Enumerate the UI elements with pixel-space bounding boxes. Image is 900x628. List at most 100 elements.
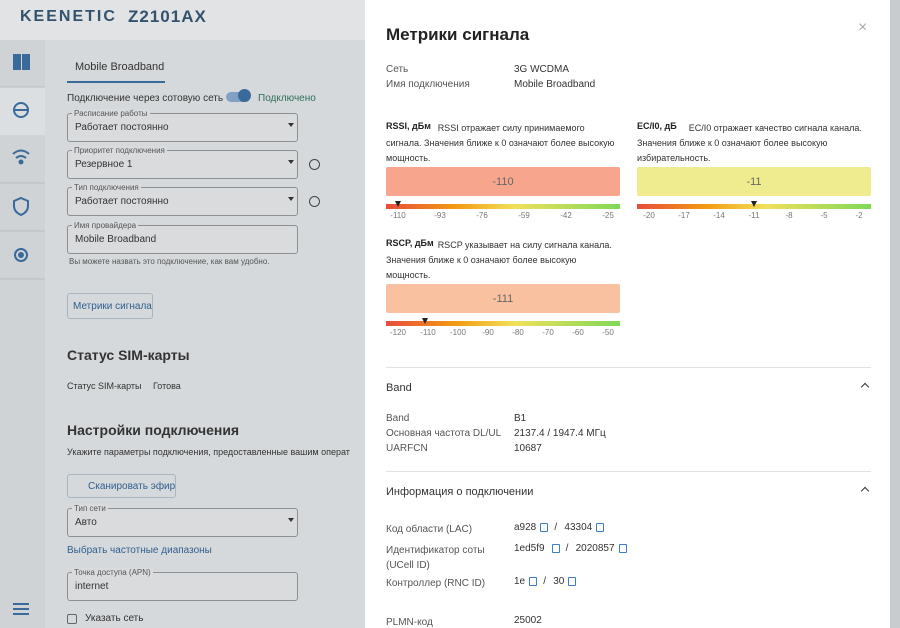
- model: Z2101AX: [128, 7, 207, 26]
- toggle-knob: [238, 89, 251, 102]
- scale-tick: -90: [482, 328, 494, 337]
- metric-name: EC/I0, дБ: [637, 121, 677, 131]
- dashboard-icon[interactable]: [13, 54, 21, 64]
- section-title: Информация о подключении: [386, 486, 534, 498]
- field-value: Авто: [75, 517, 97, 528]
- scan-button[interactable]: Сканировать эфир: [67, 474, 176, 498]
- metric-box: [386, 284, 620, 313]
- field-value: internet: [75, 581, 109, 592]
- signal-panel: Метрики сигнала × Сеть 3G WCDMA Имя подключе…: [365, 0, 890, 628]
- scale-bar: [386, 321, 620, 326]
- scale-tick: -25: [602, 211, 614, 220]
- scale-marker: [751, 201, 757, 207]
- field-value: Работает постоянно: [75, 196, 169, 207]
- scale-tick: -80: [512, 328, 524, 337]
- band-value: 2137.4 / 1947.4 МГц: [514, 428, 606, 439]
- dropdown-arrow: [288, 123, 294, 127]
- metric-box: [637, 167, 871, 196]
- info-value: 3G WCDMA: [514, 64, 569, 75]
- metrics-button[interactable]: Метрики сигнала: [67, 293, 153, 319]
- sidebar: [0, 40, 45, 628]
- field-value: Mobile Broadband: [75, 234, 157, 245]
- copy-icon[interactable]: [618, 544, 627, 553]
- connection-value: 25002: [514, 615, 542, 626]
- scale-bar: [386, 204, 620, 209]
- scale-tick: -100: [449, 328, 466, 337]
- help-icon[interactable]: [309, 159, 320, 170]
- help-icon[interactable]: [309, 196, 320, 207]
- band-label: Band: [386, 413, 410, 424]
- scale-tick: -5: [820, 211, 828, 220]
- section-title: Статус SIM-карты: [67, 347, 190, 363]
- section-title: Band: [386, 382, 412, 394]
- field-label: Тип сети: [72, 504, 108, 513]
- scrollbar: [890, 0, 900, 628]
- settings-icon[interactable]: [14, 248, 28, 262]
- dropdown-arrow: [288, 160, 294, 164]
- scale-tick: -8: [785, 211, 793, 220]
- scale-tick: -11: [748, 211, 760, 220]
- checkbox-label: Указать сеть: [85, 613, 144, 624]
- section-title: Настройки подключения: [67, 422, 240, 438]
- section-hint: Укажите параметры подключения, предостав…: [67, 447, 350, 457]
- bands-link[interactable]: Выбрать частотные диапазоны: [67, 545, 212, 556]
- band-label: UARFCN: [386, 443, 428, 454]
- connection-value: 1e: [514, 576, 526, 587]
- wifi-icon[interactable]: [12, 149, 30, 159]
- toggle-label: Подключение через сотовую сеть: [67, 93, 224, 104]
- field-label: Приоритет подключения: [72, 146, 167, 155]
- collapse-chevron[interactable]: [860, 382, 870, 392]
- sidebar-icons: [0, 54, 45, 615]
- metric-value: -110: [492, 176, 514, 188]
- tab-underline: [67, 81, 165, 83]
- close-button[interactable]: ×: [858, 19, 868, 36]
- info-label: Сеть: [386, 64, 409, 75]
- checkbox[interactable]: [67, 614, 77, 624]
- text-field[interactable]: [67, 113, 298, 142]
- scale-tick: -120: [389, 328, 406, 337]
- connection-value: a928: [514, 522, 537, 533]
- panel-title: Метрики сигнала: [386, 25, 530, 44]
- scale-tick: -93: [434, 211, 446, 220]
- metric-desc: EC/I0 отражает качество сигнала канала. …: [637, 123, 862, 163]
- scale-tick: -59: [518, 211, 530, 220]
- band-value: 10687: [514, 443, 542, 454]
- metric-value: -11: [746, 176, 762, 188]
- scale-tick: -17: [678, 211, 690, 220]
- copy-icon[interactable]: [529, 577, 538, 586]
- field-value: Резервное 1: [75, 159, 133, 170]
- scale-marker: [422, 318, 428, 324]
- collapse-chevron[interactable]: [860, 486, 870, 496]
- copy-icon[interactable]: [540, 523, 549, 532]
- scale-tick: -60: [572, 328, 584, 337]
- brand: KEENETIC: [20, 8, 117, 25]
- connection-label: Контроллер (RNC ID): [386, 578, 486, 589]
- shield-icon[interactable]: [13, 196, 29, 217]
- separator: /: [554, 522, 558, 533]
- metric-name: RSSI, дБм: [386, 121, 431, 131]
- divider: [386, 471, 871, 472]
- tab[interactable]: Mobile Broadband: [75, 61, 165, 73]
- field-label: Расписание работы: [72, 109, 150, 118]
- metric-box: [386, 167, 620, 196]
- field-label: Точка доступа (APN): [72, 568, 153, 577]
- scale-tick: -50: [602, 328, 614, 337]
- sim-label: Статус SIM-карты: [67, 381, 142, 391]
- copy-icon[interactable]: [568, 577, 577, 586]
- metric-name: RSCP, дБм: [386, 238, 434, 248]
- copy-icon[interactable]: [596, 523, 605, 532]
- dropdown-arrow: [288, 518, 294, 522]
- scale-tick: -20: [643, 211, 655, 220]
- scale-tick: -110: [390, 211, 406, 220]
- copy-icon[interactable]: [551, 544, 560, 553]
- divider: [386, 367, 871, 368]
- menu-icon[interactable]: [13, 603, 29, 615]
- dropdown-arrow: [288, 197, 294, 201]
- band-value: B1: [514, 413, 527, 424]
- separator: /: [543, 576, 546, 587]
- text-field[interactable]: [67, 187, 298, 216]
- field-value: Работает постоянно: [75, 122, 169, 133]
- sim-value: Готова: [153, 381, 181, 391]
- scale-tick: -42: [560, 211, 572, 220]
- scale-tick: -14: [713, 211, 725, 220]
